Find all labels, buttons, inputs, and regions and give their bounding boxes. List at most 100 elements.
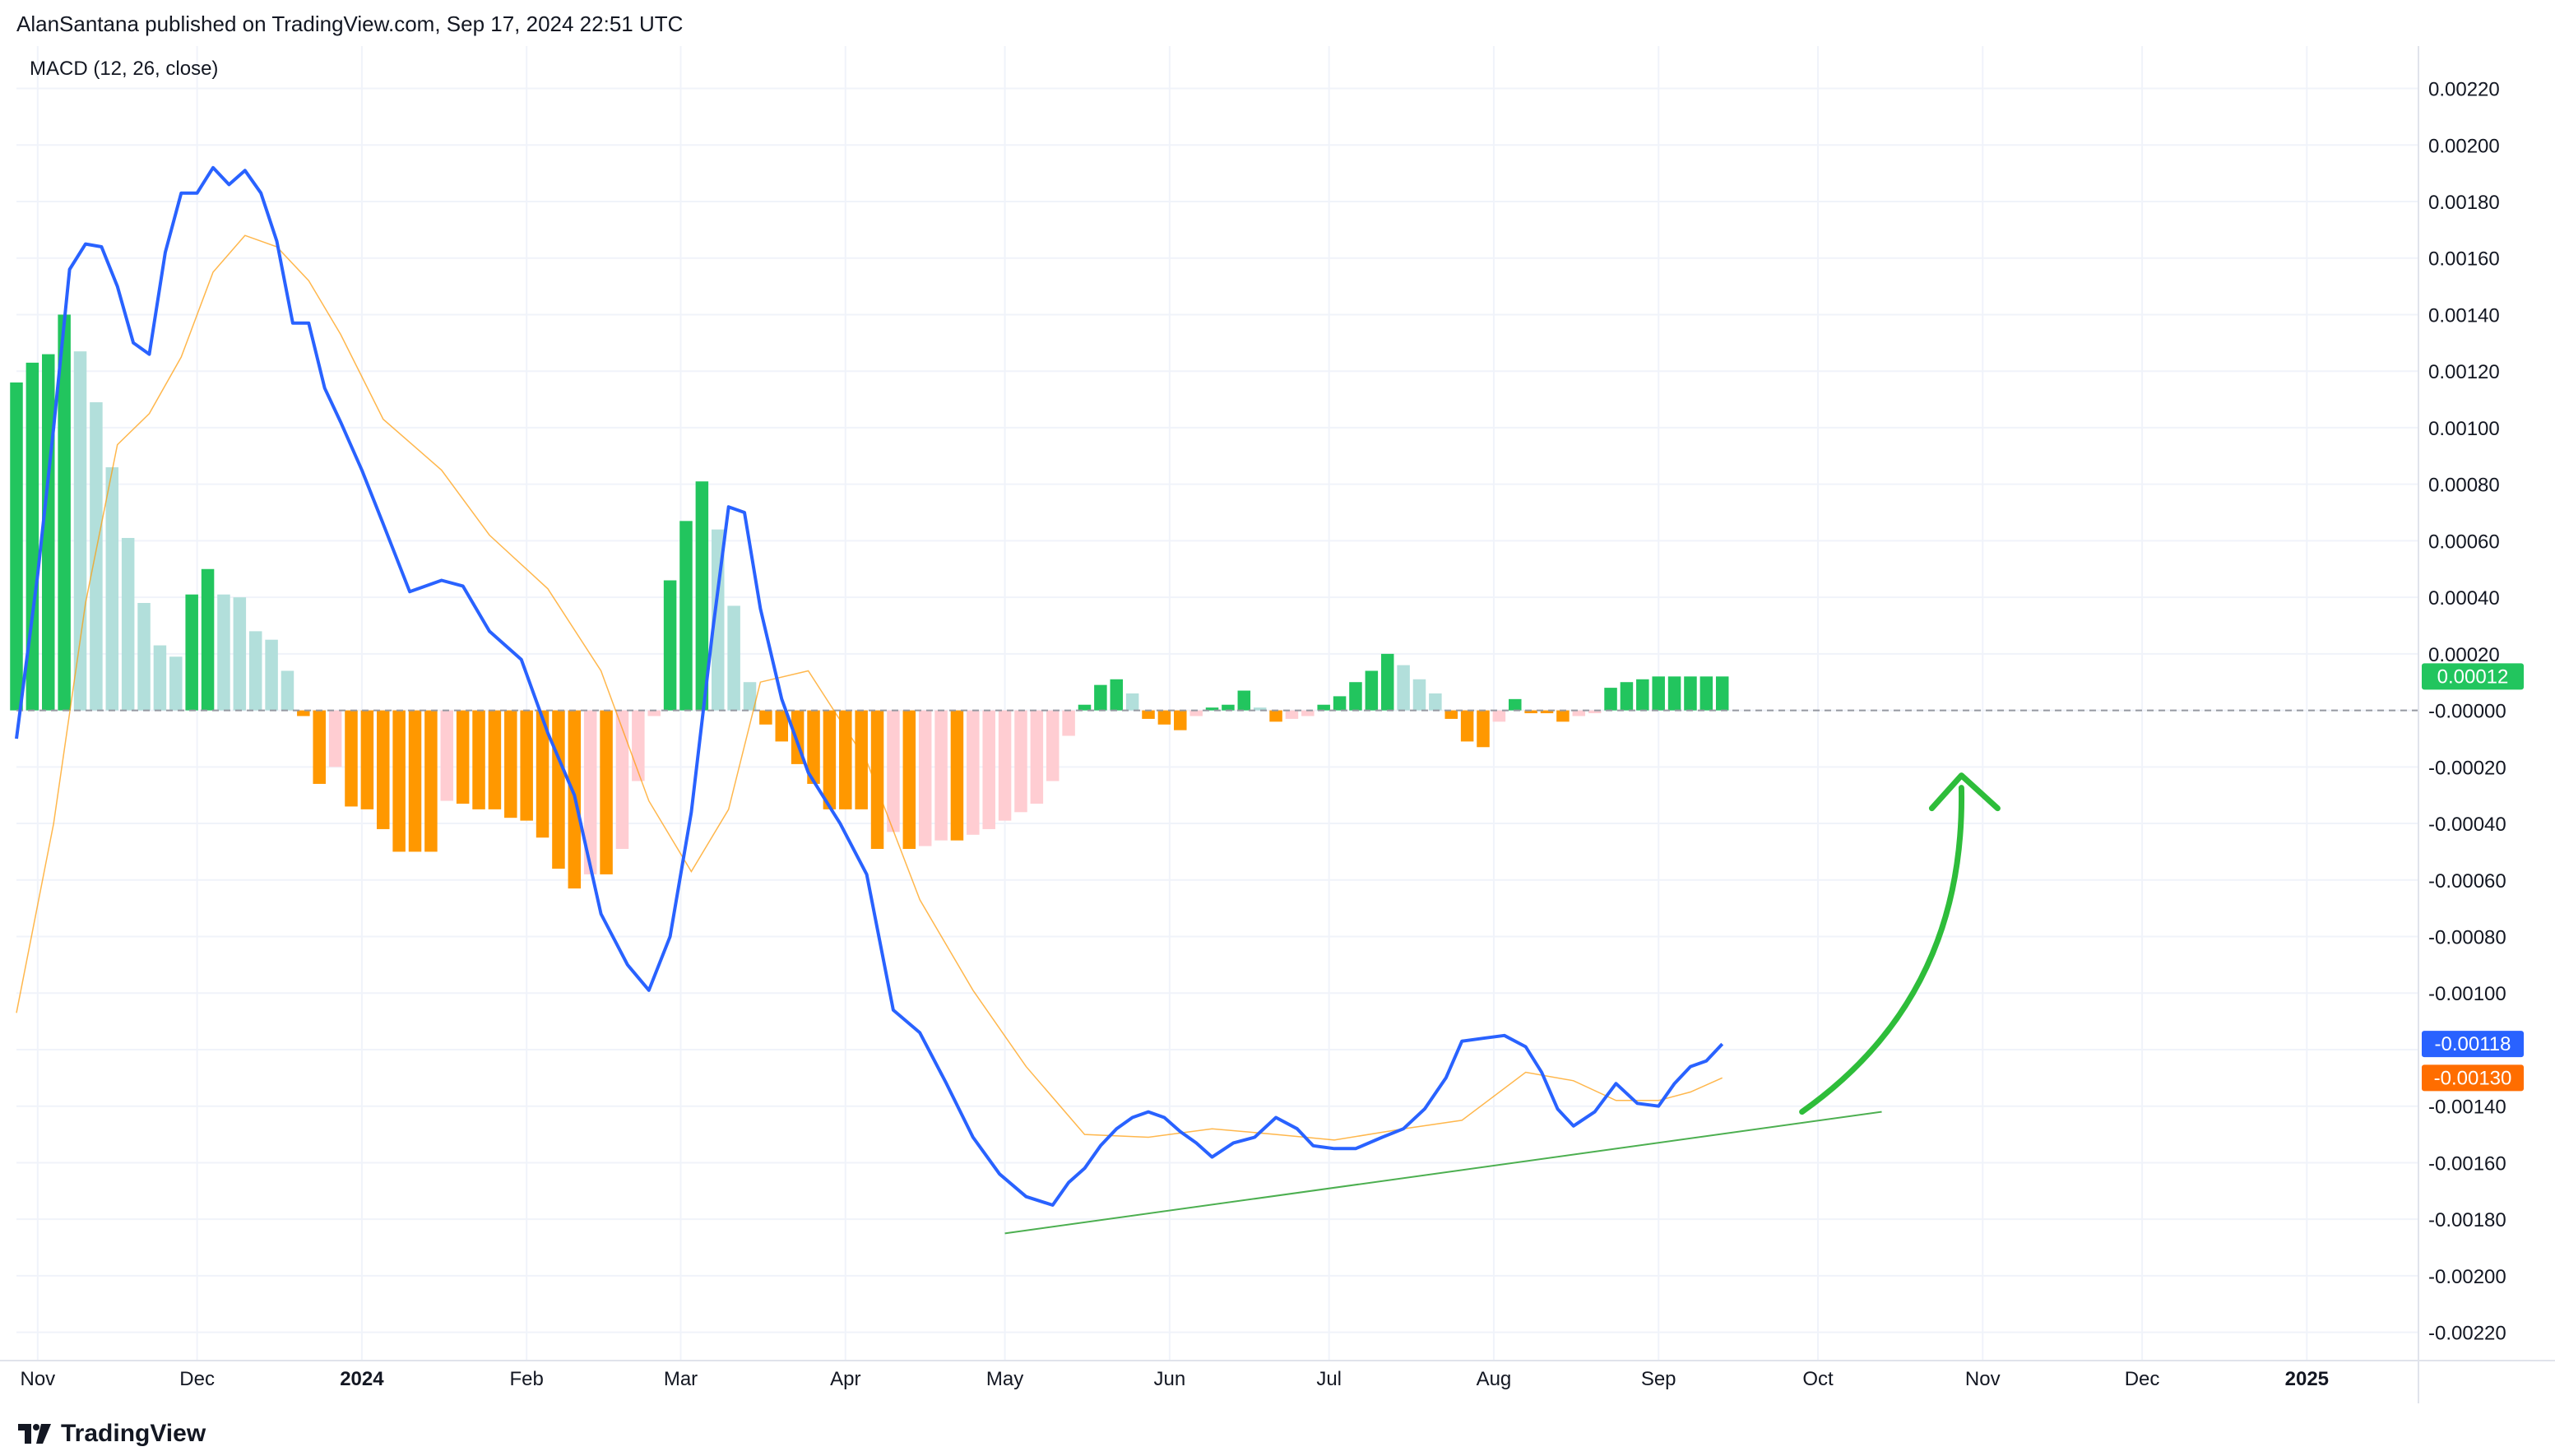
histogram-bar [440, 710, 454, 801]
y-tick-label: 0.00080 [2428, 475, 2500, 497]
y-tick-label: 0.00200 [2428, 135, 2500, 157]
histogram-bar [1253, 707, 1267, 711]
histogram-bar [823, 710, 837, 809]
histogram-bar [1014, 710, 1027, 813]
histogram-bar [775, 710, 789, 742]
trendline [1004, 1111, 1882, 1235]
histogram-bar [424, 710, 438, 852]
histogram-bar [1684, 676, 1697, 711]
histogram-bar [488, 710, 502, 809]
histogram-bar [360, 710, 374, 809]
histogram-bar [807, 710, 820, 784]
x-tick-label: Mar [664, 1368, 698, 1390]
histogram-bar [870, 710, 884, 849]
histogram-bar [137, 603, 151, 711]
y-tick-label: 0.00180 [2428, 192, 2500, 214]
histogram-bar [504, 710, 517, 818]
histogram-bar [1062, 710, 1075, 736]
y-tick-label: 0.00020 [2428, 644, 2500, 666]
x-tick-label: 2024 [340, 1368, 384, 1390]
macd-line [15, 165, 1724, 1207]
histogram-bar [377, 710, 390, 829]
histogram-bar [552, 710, 565, 869]
histogram-bar [1412, 679, 1426, 711]
histogram-bar [1237, 690, 1251, 711]
histogram-bar [887, 710, 900, 832]
histogram-bar [328, 710, 342, 767]
histogram-bar [1397, 665, 1410, 711]
x-tick-label: Oct [1802, 1368, 1834, 1390]
histogram-bar [10, 382, 23, 711]
histogram-bar [1477, 710, 1490, 748]
last-value-badge [2422, 1031, 2524, 1058]
histogram-bar [1078, 704, 1092, 711]
histogram-bar [743, 682, 757, 711]
histogram-bar [520, 710, 533, 821]
histogram-bar [1540, 710, 1554, 714]
footer: TradingView [18, 1420, 206, 1448]
tradingview-logo-icon [18, 1424, 51, 1444]
y-tick-label: 0.00220 [2428, 79, 2500, 101]
y-tick-label: -0.00080 [2428, 927, 2506, 949]
x-tick-label: Nov [20, 1368, 55, 1390]
histogram-bar [1142, 710, 1155, 719]
last-value-label: -0.00130 [2434, 1067, 2512, 1089]
histogram-bar [1285, 710, 1299, 719]
histogram-bar [1333, 696, 1347, 711]
histogram-bar [855, 710, 868, 809]
histogram-bar [918, 710, 932, 846]
histogram-bar [1524, 710, 1537, 714]
y-tick-label: 0.00160 [2428, 248, 2500, 271]
y-tick-label: 0.00100 [2428, 418, 2500, 440]
histogram-bar [967, 710, 980, 835]
histogram-bar [839, 710, 852, 809]
histogram-bar [1269, 710, 1282, 722]
histogram-bar [153, 645, 167, 711]
histogram-bar [759, 710, 772, 725]
histogram-bar [408, 710, 422, 852]
histogram-bar [1509, 698, 1522, 711]
x-axis: Nov Dec 2024 Feb Mar Apr May Jun Jul Aug Sep Oct Nov… [20, 1368, 2329, 1390]
histogram-bar [1125, 693, 1139, 711]
footer-brand: TradingView [61, 1420, 206, 1447]
y-tick-label: 0.00060 [2428, 531, 2500, 553]
publisher-caption: AlanSantana published on TradingView.com… [16, 12, 684, 36]
histogram-bar [456, 710, 470, 804]
x-tick-label: 2025 [2285, 1368, 2329, 1390]
x-tick-label: Dec [2125, 1368, 2160, 1390]
y-tick-label: -0.00160 [2428, 1152, 2506, 1175]
last-value-badges: 0.00012 -0.00118 -0.00130 [2422, 663, 2524, 1092]
histogram-bar [1110, 679, 1124, 711]
histogram-bar [1222, 704, 1235, 711]
histogram-bar [1046, 710, 1060, 781]
histogram-bar [583, 710, 597, 874]
histogram-bar [1174, 710, 1187, 730]
histogram-bar [1157, 710, 1171, 725]
histogram-bar [1429, 693, 1442, 711]
x-tick-label: Nov [1965, 1368, 2001, 1390]
y-tick-label: -0.00040 [2428, 814, 2506, 836]
histogram-bar [1189, 710, 1203, 716]
histogram-bar [1317, 704, 1330, 711]
histogram-bar [169, 656, 183, 711]
arrow-curve [1799, 785, 1964, 1115]
histogram-bar [233, 597, 247, 711]
last-value-label: -0.00118 [2435, 1033, 2511, 1055]
histogram-bar [345, 710, 358, 807]
histogram-bar [1301, 710, 1315, 716]
histogram-bar [1030, 710, 1044, 804]
histogram-bar [90, 402, 103, 711]
histogram-bar [536, 710, 549, 838]
histogram-bar [248, 631, 262, 711]
histogram-bar [185, 594, 198, 711]
histogram-bar [1620, 682, 1634, 711]
histogram-bar [392, 710, 406, 852]
histogram-bar [1205, 707, 1219, 711]
x-tick-label: Sep [1641, 1368, 1676, 1390]
histogram-bar [58, 314, 71, 711]
histogram-bar [934, 710, 948, 841]
histogram-bar [265, 639, 278, 711]
histogram-bars [10, 314, 1729, 889]
histogram-bar [1604, 688, 1617, 711]
